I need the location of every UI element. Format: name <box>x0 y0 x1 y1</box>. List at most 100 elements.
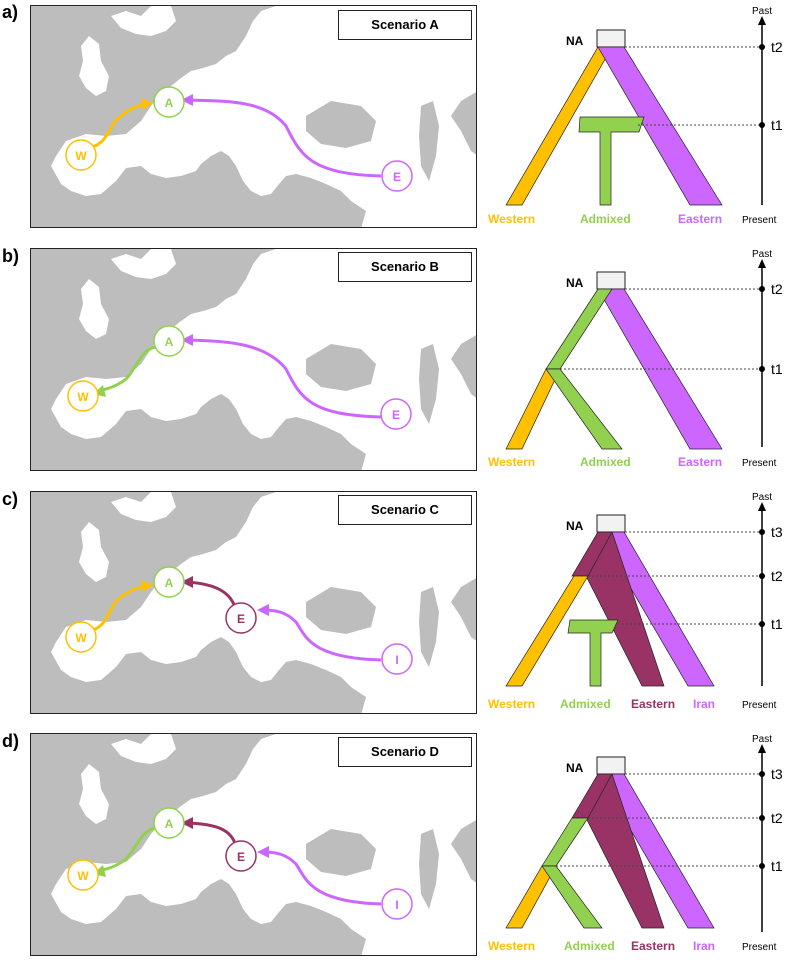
map-node-w: W <box>65 621 97 653</box>
pop-label-admixed: Admixed <box>580 212 631 226</box>
time-label: t1 <box>771 858 783 874</box>
branch-eastern <box>597 46 723 206</box>
branch-western <box>505 368 561 450</box>
time-label: t2 <box>771 810 783 826</box>
pop-label-eastern: Eastern <box>631 939 675 953</box>
land-mass <box>306 344 376 391</box>
branch-iran <box>597 531 715 687</box>
map: W A E I <box>30 491 477 714</box>
branch-western <box>505 575 589 687</box>
branch-admixed <box>578 116 645 206</box>
panel-label: b) <box>2 246 19 266</box>
land-mass <box>419 344 439 424</box>
branch-iran <box>597 773 715 929</box>
pop-label-admixed: Admixed <box>564 939 615 953</box>
time-label: t2 <box>771 39 783 55</box>
pop-label-western: Western <box>488 939 535 953</box>
svg-text:A: A <box>165 335 174 349</box>
pop-label-iran: Iran <box>693 939 715 953</box>
arrow-head <box>181 576 193 588</box>
land-mass <box>132 206 359 227</box>
land-mass <box>111 249 176 279</box>
time-label: t2 <box>771 281 783 297</box>
axis-past: Past <box>752 6 772 17</box>
na-box <box>596 756 626 775</box>
phylogeny-tree: NA Past Present t2 t1 Western Admixed Ea… <box>488 249 783 469</box>
land-mass <box>51 6 476 227</box>
migration-arrow <box>262 850 382 906</box>
time-dot <box>759 286 765 292</box>
land-mass <box>132 449 359 470</box>
scenario-title: Scenario C <box>338 495 472 525</box>
map-node-a: A <box>153 566 185 598</box>
arrow-head <box>181 334 193 346</box>
panel-label: d) <box>2 731 19 751</box>
pop-label-eastern: Eastern <box>678 455 722 469</box>
svg-text:W: W <box>75 631 87 645</box>
arrow-head <box>257 846 269 858</box>
axis-present: Present <box>742 458 777 469</box>
map-node-w: W <box>65 139 97 171</box>
scenario-title: Scenario B <box>338 252 472 282</box>
migration-arrow <box>186 98 382 178</box>
land-mass <box>306 587 376 634</box>
migration-arrow <box>82 584 148 634</box>
land-mass <box>79 764 109 824</box>
na-label: NA <box>566 519 584 533</box>
time-label: t1 <box>771 361 783 377</box>
land-mass <box>211 156 266 211</box>
migration-arrow <box>262 608 382 662</box>
land-mass <box>211 884 266 939</box>
axis-present: Present <box>742 700 777 711</box>
land-mass <box>132 934 359 955</box>
map-node-e: E <box>381 160 413 192</box>
land-mass <box>79 36 109 96</box>
map-node-a: A <box>153 325 185 357</box>
arrow-head <box>141 98 153 110</box>
phylogeny-tree: NA Past Present t3 t2 t1 Western Admixed… <box>488 492 783 711</box>
pop-label-western: Western <box>488 455 535 469</box>
svg-text:E: E <box>392 408 400 422</box>
time-dot <box>759 815 765 821</box>
map-node-i: I <box>381 643 413 675</box>
map-node-w: W <box>67 380 99 412</box>
pop-label-western: Western <box>488 697 535 711</box>
arrow-head <box>181 94 193 106</box>
svg-text:A: A <box>165 817 174 831</box>
branch-admixed <box>567 619 619 687</box>
map-node-e: E <box>225 840 257 872</box>
panel-label: a) <box>2 2 19 22</box>
axis-past: Past <box>752 734 772 745</box>
time-dot <box>759 366 765 372</box>
pop-label-admixed: Admixed <box>560 697 611 711</box>
land-mass <box>419 101 439 181</box>
na-label: NA <box>566 276 584 290</box>
time-label: t1 <box>771 117 783 133</box>
svg-text:W: W <box>77 390 89 404</box>
na-box <box>596 514 626 533</box>
migration-arrow <box>186 338 382 419</box>
na-label: NA <box>566 761 584 775</box>
pop-label-western: Western <box>488 212 535 226</box>
map-node-w: W <box>67 859 99 891</box>
axis-present: Present <box>742 215 777 226</box>
arrow-head <box>141 580 153 592</box>
map-node-e: E <box>380 398 412 430</box>
axis-arrow <box>758 16 766 25</box>
pop-label-eastern: Eastern <box>678 212 722 226</box>
branch-admixed <box>541 865 603 929</box>
na-label: NA <box>566 34 584 48</box>
time-dot <box>759 863 765 869</box>
arrow-head <box>257 604 269 616</box>
map: W A E <box>30 5 477 228</box>
land-mass <box>419 587 439 667</box>
panel-label: c) <box>2 489 19 509</box>
branch-admixed <box>545 368 623 450</box>
map: W A E I <box>30 733 477 956</box>
land-mass <box>306 829 376 876</box>
migration-arrow <box>98 826 157 873</box>
time-label: t3 <box>771 766 783 782</box>
svg-text:I: I <box>395 898 398 912</box>
axis-arrow <box>758 744 766 753</box>
scenario-title: Scenario D <box>338 737 472 767</box>
